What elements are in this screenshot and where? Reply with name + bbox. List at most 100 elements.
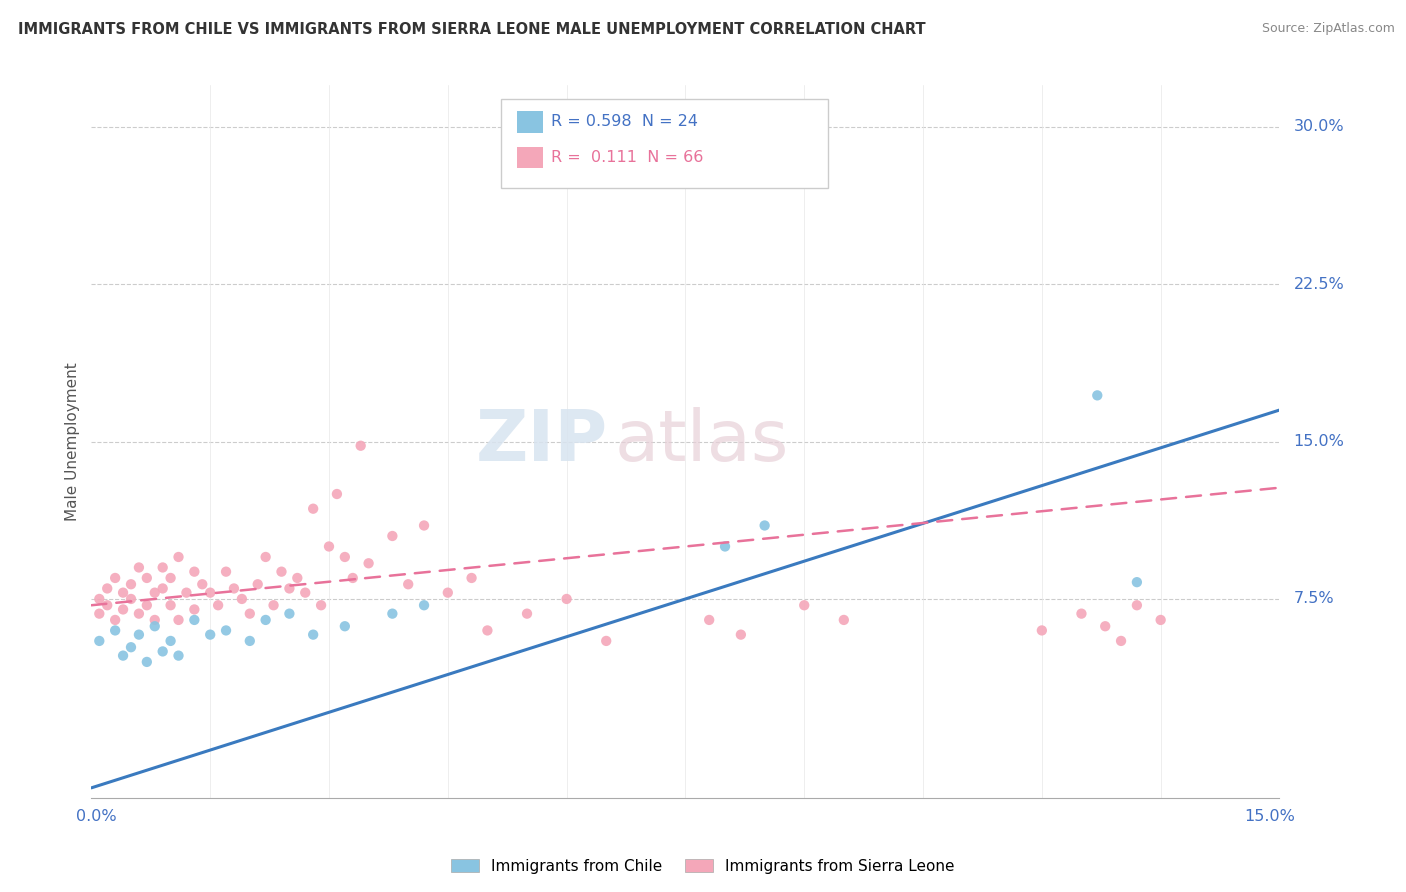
Point bbox=[143, 619, 166, 633]
Point bbox=[326, 487, 349, 501]
Point bbox=[436, 585, 458, 599]
Point bbox=[239, 634, 262, 648]
Point bbox=[302, 501, 325, 516]
Point bbox=[183, 602, 205, 616]
Point bbox=[1109, 634, 1132, 648]
Text: ZIP: ZIP bbox=[477, 407, 609, 476]
Point bbox=[333, 619, 356, 633]
Point bbox=[159, 634, 181, 648]
Point bbox=[167, 648, 190, 663]
Point bbox=[120, 640, 142, 655]
Point bbox=[167, 549, 190, 564]
Point bbox=[135, 571, 157, 585]
Point bbox=[413, 518, 436, 533]
Legend: Immigrants from Chile, Immigrants from Sierra Leone: Immigrants from Chile, Immigrants from S… bbox=[446, 853, 960, 880]
Point bbox=[104, 571, 127, 585]
Point bbox=[112, 585, 135, 599]
Point bbox=[89, 607, 111, 621]
Point bbox=[89, 591, 111, 606]
Point bbox=[191, 577, 214, 591]
Point bbox=[270, 565, 292, 579]
Point bbox=[1094, 619, 1116, 633]
Point bbox=[396, 577, 419, 591]
Point bbox=[1031, 624, 1053, 638]
Point bbox=[112, 648, 135, 663]
Point bbox=[183, 613, 205, 627]
Point bbox=[714, 540, 737, 554]
Point bbox=[135, 599, 157, 613]
Point bbox=[159, 571, 181, 585]
Point bbox=[350, 439, 373, 453]
Point bbox=[200, 627, 222, 641]
Point bbox=[697, 613, 720, 627]
FancyBboxPatch shape bbox=[502, 99, 828, 188]
Point bbox=[135, 655, 157, 669]
Text: 15.0%: 15.0% bbox=[1294, 434, 1344, 449]
Point bbox=[246, 577, 269, 591]
Text: 30.0%: 30.0% bbox=[1294, 120, 1344, 134]
Text: atlas: atlas bbox=[614, 407, 789, 476]
Point bbox=[167, 613, 190, 627]
Point bbox=[333, 549, 356, 564]
Point bbox=[357, 556, 380, 570]
Point bbox=[128, 627, 150, 641]
Y-axis label: Male Unemployment: Male Unemployment bbox=[65, 362, 80, 521]
Text: 22.5%: 22.5% bbox=[1294, 277, 1344, 292]
Point bbox=[215, 565, 238, 579]
Text: R = 0.598  N = 24: R = 0.598 N = 24 bbox=[551, 114, 699, 129]
Point bbox=[555, 591, 578, 606]
Point bbox=[89, 634, 111, 648]
Point bbox=[143, 585, 166, 599]
Text: 0.0%: 0.0% bbox=[76, 809, 117, 824]
Point bbox=[128, 560, 150, 574]
Point bbox=[143, 613, 166, 627]
Point bbox=[1126, 575, 1149, 590]
Point bbox=[1070, 607, 1092, 621]
Point bbox=[1150, 613, 1173, 627]
Point bbox=[254, 549, 277, 564]
Point bbox=[1085, 388, 1108, 402]
Point bbox=[239, 607, 262, 621]
Point bbox=[152, 582, 174, 596]
Text: 7.5%: 7.5% bbox=[1294, 591, 1334, 607]
Point bbox=[477, 624, 499, 638]
Point bbox=[381, 607, 404, 621]
Point bbox=[183, 565, 205, 579]
Point bbox=[285, 571, 308, 585]
Text: IMMIGRANTS FROM CHILE VS IMMIGRANTS FROM SIERRA LEONE MALE UNEMPLOYMENT CORRELAT: IMMIGRANTS FROM CHILE VS IMMIGRANTS FROM… bbox=[18, 22, 927, 37]
Point bbox=[231, 591, 253, 606]
Point bbox=[730, 627, 752, 641]
Point bbox=[104, 624, 127, 638]
Point bbox=[112, 602, 135, 616]
Point bbox=[294, 585, 316, 599]
Point bbox=[1126, 599, 1149, 613]
Point bbox=[460, 571, 482, 585]
Point bbox=[793, 599, 815, 613]
Text: R =  0.111  N = 66: R = 0.111 N = 66 bbox=[551, 150, 703, 165]
Point bbox=[754, 518, 776, 533]
Point bbox=[176, 585, 198, 599]
Point bbox=[128, 607, 150, 621]
Point bbox=[207, 599, 229, 613]
Point bbox=[309, 599, 332, 613]
Point bbox=[96, 582, 118, 596]
FancyBboxPatch shape bbox=[517, 112, 543, 133]
Point bbox=[302, 627, 325, 641]
Point bbox=[595, 634, 617, 648]
Text: 15.0%: 15.0% bbox=[1244, 809, 1295, 824]
Point bbox=[342, 571, 364, 585]
Point bbox=[381, 529, 404, 543]
Point bbox=[413, 599, 436, 613]
Point bbox=[200, 585, 222, 599]
Text: Source: ZipAtlas.com: Source: ZipAtlas.com bbox=[1261, 22, 1395, 36]
Point bbox=[96, 599, 118, 613]
Point bbox=[832, 613, 855, 627]
Point bbox=[278, 607, 301, 621]
Point bbox=[263, 599, 285, 613]
Point bbox=[152, 644, 174, 658]
Point bbox=[120, 591, 142, 606]
Point bbox=[254, 613, 277, 627]
Point bbox=[159, 599, 181, 613]
Point bbox=[104, 613, 127, 627]
Point bbox=[318, 540, 340, 554]
